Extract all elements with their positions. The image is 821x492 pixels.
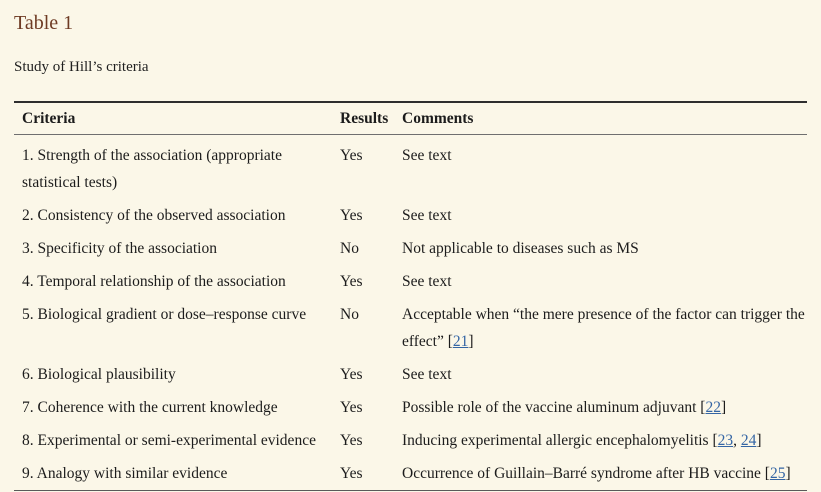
table-row: 7. Coherence with the current knowledge Y… (14, 391, 807, 424)
citation-link[interactable]: 25 (769, 465, 786, 482)
comment-cell: See text (402, 366, 452, 383)
result-cell: Yes (340, 399, 363, 416)
comment-cell: Possible role of the vaccine aluminum ad… (402, 399, 727, 416)
citation-link[interactable]: 21 (452, 333, 469, 350)
table-title-link[interactable]: Table 1 (14, 12, 74, 34)
table-row: 3. Specificity of the association No Not a… (14, 232, 807, 265)
criteria-cell: 9. Analogy with similar evidence (22, 465, 228, 482)
hills-criteria-table: Criteria Results Comments 1. Strength of… (14, 101, 807, 491)
result-cell: Yes (340, 147, 363, 164)
table-row: 2. Consistency of the observed associati… (14, 199, 807, 232)
header-comments: Comments (402, 110, 474, 127)
criteria-cell: 8. Experimental or semi-experimental evi… (22, 432, 316, 449)
comment-cell: Acceptable when “the mere presence of th… (402, 306, 805, 350)
criteria-cell: 5. Biological gradient or dose–response … (22, 306, 307, 323)
comment-cell: See text (402, 207, 452, 224)
header-results: Results (340, 110, 389, 127)
comment-cell: Occurrence of Guillain–Barré syndrome af… (402, 465, 791, 482)
result-cell: Yes (340, 273, 363, 290)
table-row: 9. Analogy with similar evidence Yes Occur… (14, 457, 807, 491)
comment-cell: Not applicable to diseases such as MS (402, 240, 639, 257)
table-row: 4. Temporal relationship of the associat… (14, 265, 807, 298)
criteria-cell: 4. Temporal relationship of the associat… (22, 273, 286, 290)
result-cell: Yes (340, 432, 363, 449)
criteria-cell: 1. Strength of the association (appropri… (22, 147, 282, 191)
table-row: 8. Experimental or semi-experimental evi… (14, 424, 807, 457)
criteria-cell: 3. Specificity of the association (22, 240, 217, 257)
comment-cell: See text (402, 147, 452, 164)
table-header-row: Criteria Results Comments (14, 102, 807, 135)
result-cell: No (340, 306, 359, 323)
criteria-cell: 2. Consistency of the observed associati… (22, 207, 286, 224)
table-caption: Study of Hill’s criteria (14, 59, 149, 75)
citation-link[interactable]: 23 (717, 432, 734, 449)
header-criteria: Criteria (22, 110, 76, 127)
result-cell: No (340, 240, 359, 257)
comment-cell: See text (402, 273, 452, 290)
result-cell: Yes (340, 366, 363, 383)
comment-cell: Inducing experimental allergic encephalo… (402, 432, 762, 449)
result-cell: Yes (340, 207, 363, 224)
criteria-cell: 6. Biological plausibility (22, 366, 176, 383)
citation-link[interactable]: 22 (705, 399, 721, 416)
table-row: 6. Biological plausibility Yes See text (14, 358, 807, 391)
table-row: 1. Strength of the association (appropri… (14, 135, 807, 200)
result-cell: Yes (340, 465, 363, 482)
criteria-cell: 7. Coherence with the current knowledge (22, 399, 278, 416)
table-body: 1. Strength of the association (appropri… (14, 135, 807, 491)
table-row: 5. Biological gradient or dose–response … (14, 298, 807, 358)
table-header: Criteria Results Comments (14, 102, 807, 135)
citation-link[interactable]: 24 (740, 432, 757, 449)
